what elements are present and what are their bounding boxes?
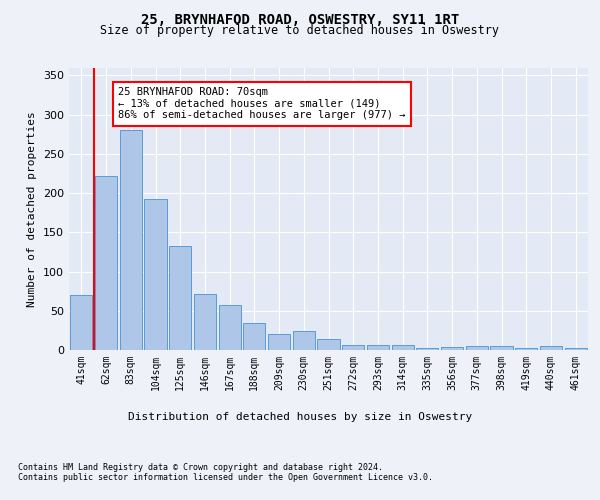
Bar — [342, 346, 364, 350]
Bar — [490, 346, 512, 350]
Text: Contains public sector information licensed under the Open Government Licence v3: Contains public sector information licen… — [18, 472, 433, 482]
Bar — [367, 346, 389, 350]
Bar — [70, 295, 92, 350]
Bar — [565, 348, 587, 350]
Text: Contains HM Land Registry data © Crown copyright and database right 2024.: Contains HM Land Registry data © Crown c… — [18, 462, 383, 471]
Text: Distribution of detached houses by size in Oswestry: Distribution of detached houses by size … — [128, 412, 472, 422]
Bar — [119, 130, 142, 350]
Text: 25 BRYNHAFOD ROAD: 70sqm
← 13% of detached houses are smaller (149)
86% of semi-: 25 BRYNHAFOD ROAD: 70sqm ← 13% of detach… — [118, 87, 406, 120]
Bar — [540, 346, 562, 350]
Text: Size of property relative to detached houses in Oswestry: Size of property relative to detached ho… — [101, 24, 499, 37]
Bar — [293, 331, 315, 350]
Bar — [268, 334, 290, 350]
Bar — [441, 347, 463, 350]
Bar — [145, 200, 167, 350]
Bar — [466, 346, 488, 350]
Bar — [416, 348, 439, 350]
Bar — [515, 348, 538, 350]
Bar — [317, 339, 340, 350]
Y-axis label: Number of detached properties: Number of detached properties — [28, 111, 37, 306]
Bar — [392, 344, 414, 350]
Text: 25, BRYNHAFOD ROAD, OSWESTRY, SY11 1RT: 25, BRYNHAFOD ROAD, OSWESTRY, SY11 1RT — [141, 12, 459, 26]
Bar — [95, 176, 117, 350]
Bar — [169, 246, 191, 350]
Bar — [218, 306, 241, 350]
Bar — [243, 322, 265, 350]
Bar — [194, 294, 216, 350]
